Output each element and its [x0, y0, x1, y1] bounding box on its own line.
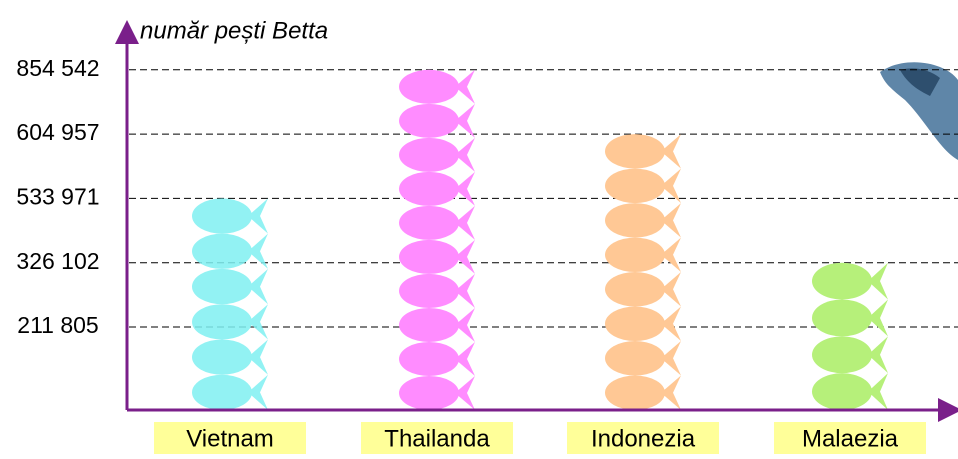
- fish: [605, 341, 665, 375]
- fish-tail: [868, 263, 888, 300]
- fish: [399, 138, 459, 172]
- fish: [605, 169, 665, 203]
- y-tick-label: 211 805: [17, 312, 98, 338]
- fish: [192, 269, 252, 304]
- fish-tail: [661, 134, 681, 168]
- fish: [812, 373, 872, 410]
- fish: [605, 238, 665, 272]
- fish-tail: [248, 304, 268, 339]
- fish: [605, 203, 665, 237]
- y-tick-label: 533 971: [16, 183, 99, 209]
- x-tick-label: Indonezia: [591, 425, 696, 452]
- fish-bar: [605, 134, 681, 410]
- y-tick-label: 326 102: [16, 248, 99, 274]
- fish-bar: [192, 198, 268, 410]
- x-tick-label: Malaezia: [802, 425, 899, 452]
- y-axis-label: număr pești Betta: [140, 17, 328, 44]
- y-tick-label: 604 957: [16, 119, 99, 145]
- fish: [399, 274, 459, 308]
- fish: [812, 300, 872, 337]
- fish: [192, 234, 252, 269]
- chart: 211 805 326 102 533 971 604 957 854 542 Vietn…: [0, 0, 958, 454]
- fish: [192, 375, 252, 410]
- fish: [399, 376, 459, 410]
- fish: [399, 342, 459, 376]
- fish: [399, 308, 459, 342]
- fish-tail: [455, 342, 475, 376]
- x-tick-label: Vietnam: [186, 425, 274, 452]
- fish: [605, 134, 665, 168]
- fish-tail: [248, 269, 268, 304]
- fish-tail: [661, 272, 681, 306]
- fish: [399, 206, 459, 240]
- fish: [812, 336, 872, 373]
- fish-photo: [880, 62, 958, 160]
- fish-tail: [455, 308, 475, 342]
- fish: [605, 307, 665, 341]
- fish-bar: [399, 70, 475, 410]
- y-tick-label: 854 542: [16, 55, 99, 81]
- fish-tail: [455, 240, 475, 274]
- fish: [192, 304, 252, 339]
- x-tick-label: Thailanda: [384, 425, 490, 452]
- fish-tail: [661, 238, 681, 272]
- fish-tail: [661, 341, 681, 375]
- fish: [812, 263, 872, 300]
- fish-tail: [868, 300, 888, 337]
- fish-tail: [248, 375, 268, 410]
- fish: [605, 376, 665, 410]
- fish-tail: [868, 336, 888, 373]
- fish: [399, 104, 459, 138]
- fish-tail: [248, 234, 268, 269]
- fish-tail: [455, 274, 475, 308]
- fish: [399, 70, 459, 104]
- fish-tail: [455, 206, 475, 240]
- fish: [192, 339, 252, 374]
- fish: [605, 272, 665, 306]
- fish: [399, 240, 459, 274]
- fish-tail: [455, 104, 475, 138]
- fish-tail: [455, 138, 475, 172]
- fish-tail: [248, 198, 268, 233]
- fish-tail: [868, 373, 888, 410]
- fish-tail: [661, 203, 681, 237]
- fish-bar: [812, 263, 888, 410]
- fish-tail: [455, 70, 475, 104]
- fish: [192, 198, 252, 233]
- fish-tail: [661, 376, 681, 410]
- fish-tail: [455, 376, 475, 410]
- fish-tail: [248, 339, 268, 374]
- fish-tail: [661, 307, 681, 341]
- fish-tail: [455, 172, 475, 206]
- fish: [399, 172, 459, 206]
- page: {"chart_data": {"type": "pictograph", "y…: [0, 0, 958, 454]
